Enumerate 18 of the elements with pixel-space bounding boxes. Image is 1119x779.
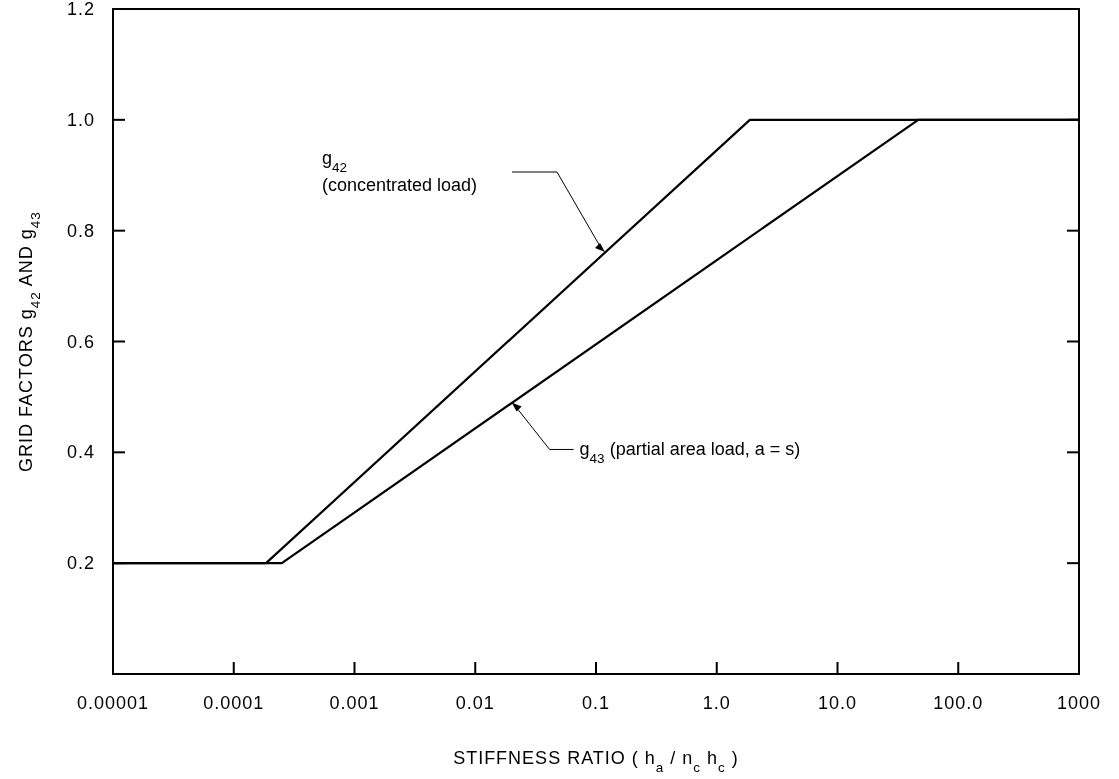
- x-tick-label: 1000: [1056, 693, 1102, 713]
- x-tick-label: 1.0: [702, 693, 731, 713]
- y-tick-label: 0.4: [66, 442, 95, 463]
- x-tick-label: 100.0: [933, 693, 984, 713]
- y-tick-label: 1.0: [66, 109, 95, 130]
- x-tick-label: 0.00001: [76, 693, 150, 713]
- x-axis-title: STIFFNESS RATIO ( h$_{a}$ / n$_{c}$ h$_{c}$ ): [453, 748, 739, 775]
- y-tick-label: 0.6: [66, 331, 95, 352]
- x-tick-label: 0.001: [329, 693, 380, 713]
- y-tick-label: 1.2: [66, 0, 95, 19]
- y-tick-label: 0.2: [66, 553, 95, 574]
- x-tick-label: 10.0: [817, 693, 858, 713]
- annotation: g$_{42}$ (concentrated load): [322, 148, 478, 195]
- x-tick-label: 0.01: [455, 693, 495, 713]
- x-tick-label: 0.0001: [203, 693, 265, 713]
- annotation: g$_{43}$ (partial area load, a = s): [579, 439, 801, 466]
- x-tick-label: 0.1: [581, 693, 611, 713]
- y-tick-label: 0.8: [66, 220, 95, 241]
